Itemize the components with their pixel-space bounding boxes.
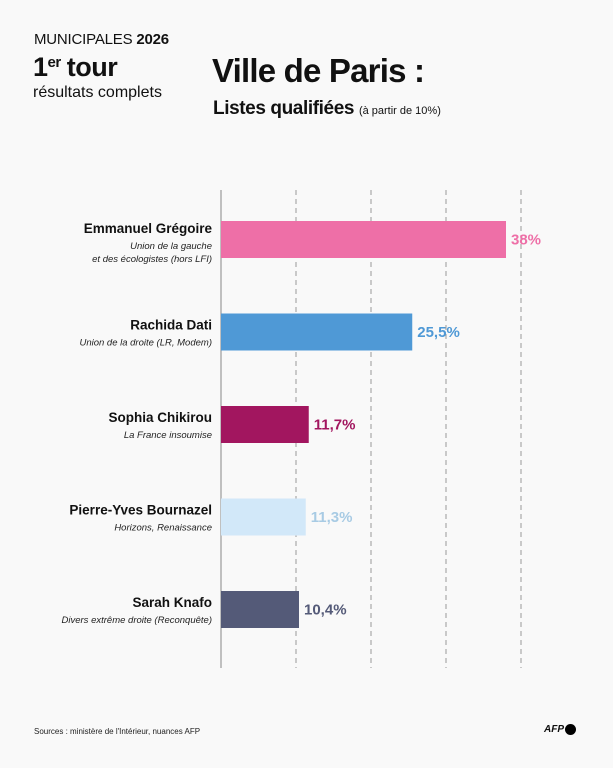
afp-logo: AFP bbox=[544, 724, 576, 735]
bar bbox=[221, 313, 413, 351]
bar bbox=[221, 591, 299, 628]
round-sup: er bbox=[47, 54, 62, 71]
subtitle-text: Listes qualifiées bbox=[213, 98, 355, 119]
candidate-name: Emmanuel Grégoire bbox=[84, 221, 213, 236]
afp-dot-icon bbox=[565, 724, 576, 735]
data-label: 11,3% bbox=[311, 509, 353, 526]
source-note: Sources : ministère de l'Intérieur, nuan… bbox=[34, 727, 201, 736]
data-label: 38% bbox=[511, 232, 541, 249]
candidate-name: Rachida Dati bbox=[130, 318, 212, 333]
party-label: et des écologistes (hors LFI) bbox=[92, 254, 212, 265]
kicker-year: 2026 bbox=[136, 31, 169, 48]
candidate-name: Sophia Chikirou bbox=[108, 410, 212, 425]
chart-subtitle: Listes qualifiées (à partir de 10%) bbox=[213, 98, 441, 120]
candidate-name: Sarah Knafo bbox=[132, 595, 212, 610]
party-label: Union de la droite (LR, Modem) bbox=[79, 338, 212, 349]
candidate-name: Pierre-Yves Bournazel bbox=[69, 503, 212, 518]
round-word: tour bbox=[66, 52, 118, 82]
round: 1er tour bbox=[33, 52, 118, 83]
party-label: Divers extrême droite (Reconquête) bbox=[62, 615, 212, 626]
kicker: MUNICIPALES 2026 bbox=[34, 31, 169, 48]
bar bbox=[221, 221, 506, 258]
party-label: Union de la gauche bbox=[130, 241, 212, 252]
bar bbox=[221, 406, 309, 443]
data-label: 11,7% bbox=[314, 417, 356, 434]
data-label: 25,5% bbox=[417, 324, 460, 341]
bar bbox=[221, 498, 306, 536]
results-status: résultats complets bbox=[33, 84, 162, 101]
subtitle-note: (à partir de 10%) bbox=[358, 105, 441, 117]
kicker-text: MUNICIPALES bbox=[34, 31, 133, 48]
chart-title: Ville de Paris : bbox=[212, 52, 425, 89]
round-number: 1 bbox=[33, 52, 48, 82]
party-label: La France insoumise bbox=[124, 430, 212, 441]
data-label: 10,4% bbox=[304, 602, 347, 619]
party-label: Horizons, Renaissance bbox=[114, 523, 212, 534]
